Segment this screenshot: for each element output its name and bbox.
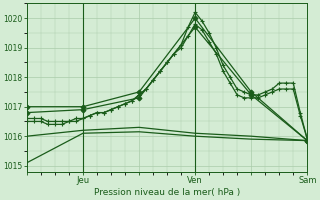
X-axis label: Pression niveau de la mer( hPa ): Pression niveau de la mer( hPa ): [94, 188, 240, 197]
